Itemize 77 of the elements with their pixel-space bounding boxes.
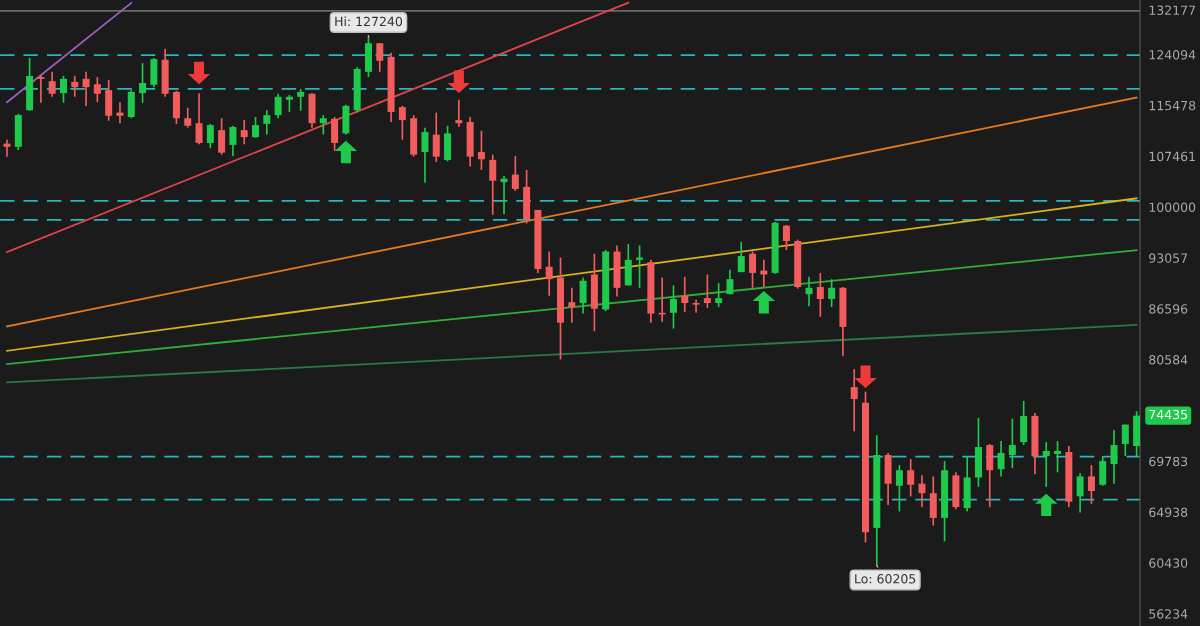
candlestick — [206, 123, 214, 149]
candlestick — [252, 116, 260, 139]
candlestick — [274, 92, 282, 120]
candlestick — [1087, 464, 1095, 505]
candlestick — [82, 70, 90, 107]
candlestick — [48, 70, 56, 98]
candlestick — [229, 124, 237, 157]
candlestick — [1042, 441, 1050, 488]
y-tick-label: 56234 — [1149, 609, 1188, 619]
candlestick — [828, 278, 836, 308]
candlestick — [116, 101, 124, 125]
candlestick — [139, 62, 147, 104]
candlestick — [489, 153, 497, 216]
candlestick — [1054, 440, 1062, 474]
candlestick — [997, 440, 1005, 478]
candlestick — [37, 73, 45, 104]
candlestick — [511, 155, 519, 192]
candlestick — [749, 250, 757, 289]
candlestick — [681, 275, 689, 313]
candlestick — [240, 119, 248, 146]
candlestick — [319, 114, 327, 136]
candlestick — [455, 98, 463, 128]
y-tick-label: 107461 — [1149, 151, 1195, 162]
candlestick — [376, 42, 384, 73]
candlestick — [218, 117, 226, 156]
candlestick — [782, 224, 790, 251]
candlestick — [907, 458, 915, 498]
candlestick — [184, 106, 192, 129]
y-tick-label: 115478 — [1149, 100, 1196, 111]
candlestick — [669, 284, 677, 330]
annotation: Hi: 127240 — [335, 16, 403, 27]
point — [854, 365, 877, 389]
point — [752, 291, 776, 314]
annotation: Lo: 60205 — [855, 574, 916, 584]
candlestick — [703, 273, 711, 309]
candlestick — [805, 275, 813, 308]
point — [1035, 493, 1058, 517]
candlestick — [3, 138, 11, 158]
candlestick — [545, 250, 553, 297]
candlestick — [421, 126, 429, 184]
candlestick — [432, 111, 440, 163]
candlestick — [918, 474, 926, 508]
y-tick-label: 80584 — [1149, 355, 1188, 365]
y-tick-label: 100000 — [1149, 202, 1196, 212]
candlestick — [579, 276, 587, 315]
candlestick — [297, 88, 305, 112]
candlestick — [1110, 429, 1118, 485]
y-tick-label: 124094 — [1149, 50, 1196, 60]
candlestick — [850, 368, 858, 433]
candlestick — [477, 129, 485, 171]
y-tick-label: 60430 — [1149, 558, 1188, 568]
candlestick — [1099, 455, 1107, 487]
candlestick — [692, 298, 700, 314]
candlestick — [1008, 417, 1016, 470]
candlestick — [816, 272, 824, 318]
y-tick-label: 69783 — [1149, 456, 1188, 467]
text: 74435 — [1149, 409, 1188, 420]
candlestick — [726, 268, 734, 296]
y-tick-label: 86596 — [1149, 304, 1188, 314]
candlestick — [1076, 472, 1084, 514]
point — [187, 61, 211, 85]
candlestick — [737, 240, 745, 273]
candlestick — [195, 92, 203, 146]
y-tick-label: 64938 — [1149, 507, 1188, 517]
point — [447, 70, 471, 94]
candlestick — [93, 76, 101, 104]
y-tick-label: 132177 — [1149, 5, 1195, 15]
candlestick — [715, 282, 723, 308]
y-tick-label: 93057 — [1149, 253, 1188, 263]
candlestick — [71, 75, 79, 98]
candlestick — [1121, 423, 1129, 457]
candlestick — [59, 75, 67, 104]
candlestick — [398, 105, 406, 141]
candlestick — [263, 109, 271, 136]
point — [334, 140, 358, 164]
candlestick — [568, 286, 576, 324]
candlestick — [895, 464, 903, 513]
